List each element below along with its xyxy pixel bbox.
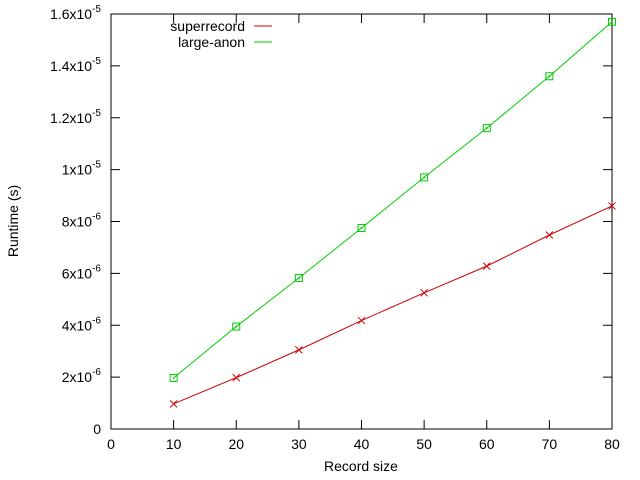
data-point — [545, 72, 554, 81]
data-point — [482, 124, 491, 133]
x-axis-ticks: 0 10 20 30 40 50 60 70 80 — [107, 14, 620, 452]
data-point — [545, 231, 554, 239]
data-point — [482, 262, 491, 270]
data-point — [295, 346, 303, 354]
x-tick-label: 60 — [479, 436, 495, 452]
series-layer — [169, 17, 616, 408]
x-tick-label: 50 — [416, 436, 432, 452]
data-point — [608, 202, 616, 210]
y-tick-label: 1.2x10-5 — [50, 108, 101, 126]
x-tick-label: 80 — [604, 436, 620, 452]
legend-label: large-anon — [178, 34, 245, 50]
data-point — [608, 17, 616, 26]
x-tick-label: 0 — [107, 436, 115, 452]
x-tick-label: 30 — [291, 436, 307, 452]
plot-frame — [110, 13, 613, 430]
y-tick-label: 0 — [93, 421, 101, 437]
x-tick-label: 40 — [354, 436, 370, 452]
data-point — [420, 173, 429, 182]
y-tick-label: 8x10-6 — [62, 212, 102, 230]
x-tick-label: 20 — [228, 436, 244, 452]
x-tick-label: 70 — [542, 436, 558, 452]
data-point — [294, 274, 303, 283]
series-line-superrecord — [173, 205, 613, 405]
x-tick-label: 10 — [166, 436, 182, 452]
series-line-large-anon — [173, 21, 613, 379]
data-point — [357, 316, 366, 325]
y-tick-label: 2x10-6 — [62, 367, 102, 385]
data-point — [169, 373, 178, 382]
legend-label: superrecord — [170, 18, 245, 34]
y-tick-label: 4x10-6 — [62, 315, 102, 333]
y-tick-label: 1.4x10-5 — [50, 56, 101, 74]
data-point — [232, 322, 241, 331]
y-axis-label: Runtime (s) — [5, 185, 21, 257]
data-point — [420, 288, 428, 297]
data-point — [169, 399, 178, 408]
y-tick-label: 1x10-5 — [62, 160, 102, 178]
data-point — [232, 373, 241, 382]
y-tick-label: 6x10-6 — [62, 263, 102, 281]
y-tick-label: 1.6x10-5 — [50, 4, 101, 22]
y-axis-ticks: 0 2x10-6 4x10-6 6x10-6 8x10-6 1x10-5 1.2x10-5 1… — [50, 4, 612, 437]
x-axis-label: Record size — [324, 458, 398, 474]
data-point — [357, 223, 366, 232]
